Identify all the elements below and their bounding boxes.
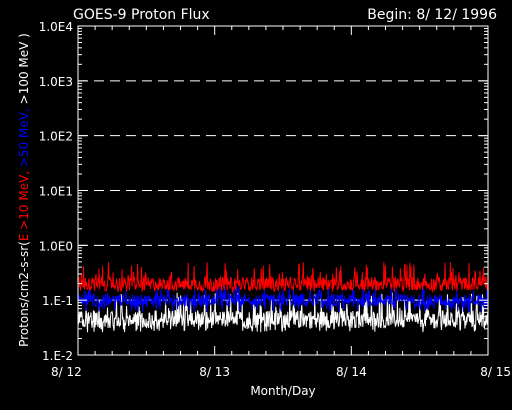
y-tick-label: 1.0E4 bbox=[39, 20, 73, 34]
series-line bbox=[77, 292, 489, 333]
y-tick-label: 1.0E1 bbox=[39, 185, 73, 199]
series-layer bbox=[77, 261, 489, 333]
grid-lines bbox=[78, 80, 488, 301]
y-axis-label-part: >100 MeV ) bbox=[17, 33, 31, 104]
x-axis-ticks: 8/ 12 8/ 13 8/ 14 8/ 15 bbox=[51, 26, 511, 379]
x-tick-label: 8/ 14 bbox=[336, 365, 367, 379]
chart-title: GOES-9 Proton Flux bbox=[73, 7, 210, 23]
y-tick-label: 1.0E0 bbox=[39, 239, 73, 253]
y-tick-label: 1.0E2 bbox=[39, 130, 73, 144]
x-tick-label: 8/ 12 bbox=[51, 365, 82, 379]
begin-date-label: Begin: 8/ 12/ 1996 bbox=[367, 7, 497, 23]
x-tick-label: 8/ 13 bbox=[199, 365, 230, 379]
y-axis-label-part: Protons/cm2-s-sr( bbox=[17, 241, 31, 347]
y-axis-label-part: >50 MeV, bbox=[17, 104, 31, 167]
series-line bbox=[77, 286, 489, 313]
y-axis-ticks: 1.0E4 1.0E3 1.0E2 1.0E1 1.0E0 1.E-1 1.E-2 bbox=[39, 20, 488, 363]
series-line bbox=[77, 261, 489, 294]
y-tick-label: 1.E-1 bbox=[42, 294, 73, 308]
y-tick-label: 1.0E3 bbox=[39, 75, 73, 89]
x-axis-label: Month/Day bbox=[250, 384, 315, 398]
y-tick-label: 1.E-2 bbox=[42, 349, 73, 363]
y-axis-label-part: E >10 MeV, bbox=[17, 167, 31, 241]
x-tick-label: 8/ 15 bbox=[480, 365, 511, 379]
y-axis-label: Protons/cm2-s-sr(E >10 MeV, >50 MeV, >10… bbox=[17, 33, 31, 347]
